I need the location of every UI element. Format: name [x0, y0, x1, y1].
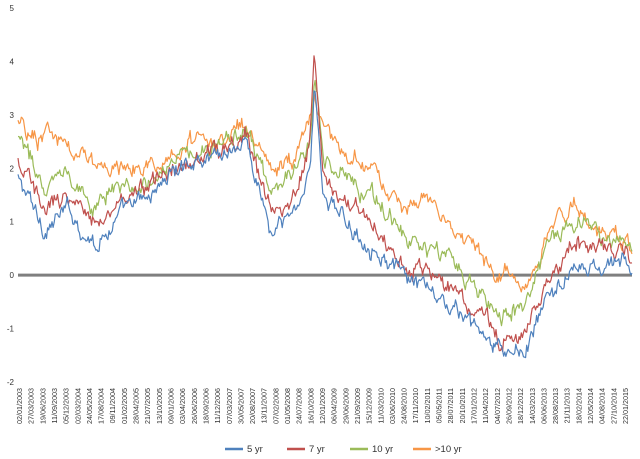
x-tick-label: 30/05/2007	[236, 388, 245, 424]
x-tick-label: 18/12/2012	[516, 388, 525, 424]
series-line-10-yr	[17, 79, 633, 327]
x-tick-label: 12/01/2009	[318, 388, 327, 424]
x-tick-label: 19/06/2003	[38, 388, 47, 424]
x-tick-label: 24/05/2004	[85, 388, 94, 424]
x-tick-label: 20/10/2011	[458, 388, 467, 423]
legend-label: 10 yr	[372, 444, 393, 455]
x-tick-label: 18/02/2014	[574, 388, 583, 424]
x-tick-label: 24/07/2008	[295, 388, 304, 424]
x-tick-label: 13/11/2007	[260, 388, 269, 423]
x-tick-label: 27/03/2003	[27, 388, 36, 424]
x-tick-label: 15/12/2009	[365, 388, 374, 424]
legend-item: 10 yr	[350, 444, 393, 455]
x-tick-label: 01/05/2008	[283, 388, 292, 424]
series-line-5-yr	[17, 90, 633, 359]
x-tick-label: 27/10/2014	[609, 388, 618, 424]
y-tick-label: 5	[10, 4, 15, 13]
legend-label: 5 yr	[247, 444, 263, 455]
x-tick-label: 28/08/2013	[551, 388, 560, 424]
x-tick-label: 11/03/2010	[376, 388, 385, 423]
x-tick-label: 11/12/2006	[213, 388, 222, 423]
x-tick-label: 02/01/2003	[15, 388, 24, 424]
legend-item: 7 yr	[287, 444, 325, 455]
y-tick-label: 0	[10, 271, 15, 280]
legend-label: 7 yr	[309, 444, 325, 455]
x-tick-label: 04/08/2014	[598, 388, 607, 424]
x-tick-label: 03/06/2010	[388, 388, 397, 424]
x-tick-label: 11/09/2003	[50, 388, 59, 423]
x-tick-label: 07/03/2007	[225, 388, 234, 424]
x-tick-label: 13/10/2005	[155, 388, 164, 424]
x-tick-label: 16/10/2008	[306, 388, 315, 424]
x-tick-label: 21/09/2009	[353, 388, 362, 424]
x-tick-label: 28/04/2005	[132, 388, 141, 424]
x-tick-label: 14/03/2013	[528, 388, 537, 424]
x-tick-label: 21/07/2005	[143, 388, 152, 424]
x-tick-label: 09/11/2004	[108, 388, 117, 423]
y-tick-label: -2	[7, 378, 15, 387]
x-tick-label: 18/09/2006	[202, 388, 211, 424]
x-tick-label: 24/08/2010	[400, 388, 409, 424]
y-tick-label: 3	[10, 111, 15, 120]
x-tick-label: 17/11/2010	[411, 388, 420, 423]
x-tick-label: 09/01/2006	[167, 388, 176, 424]
x-tick-label: 22/01/2015	[621, 388, 630, 424]
y-tick-label: -1	[7, 325, 15, 334]
series-line-7-yr	[17, 55, 633, 353]
x-tick-label: 05/12/2003	[62, 388, 71, 424]
y-tick-label: 2	[10, 164, 15, 173]
x-tick-label: 02/03/2004	[73, 388, 82, 424]
x-tick-label: 26/09/2012	[505, 388, 514, 424]
x-tick-label: 07/02/2008	[271, 388, 280, 424]
x-tick-label: 21/11/2013	[563, 388, 572, 423]
x-tick-label: 06/04/2009	[330, 388, 339, 424]
x-tick-label: 12/05/2014	[586, 388, 595, 424]
series-line-10-yr	[17, 92, 633, 293]
x-tick-label: 11/04/2012	[481, 388, 490, 423]
y-tick-label: 4	[10, 57, 15, 66]
x-tick-label: 04/07/2012	[493, 388, 502, 424]
legend-item: >10 yr	[413, 444, 462, 455]
legend-label: >10 yr	[435, 444, 462, 455]
x-tick-label: 06/06/2013	[539, 388, 548, 424]
x-tick-label: 05/05/2011	[435, 388, 444, 423]
x-tick-label: 29/06/2009	[341, 388, 350, 424]
y-tick-label: 1	[10, 218, 15, 227]
x-tick-label: 17/08/2004	[97, 388, 106, 424]
x-tick-label: 03/04/2006	[178, 388, 187, 424]
legend-item: 5 yr	[225, 444, 263, 455]
x-tick-label: 20/08/2007	[248, 388, 257, 424]
x-tick-label: 17/01/2012	[470, 388, 479, 424]
x-tick-label: 10/02/2011	[423, 388, 432, 423]
x-tick-label: 01/02/2005	[120, 388, 129, 424]
x-tick-label: 26/06/2006	[190, 388, 199, 424]
x-tick-label: 28/07/2011	[446, 388, 455, 423]
